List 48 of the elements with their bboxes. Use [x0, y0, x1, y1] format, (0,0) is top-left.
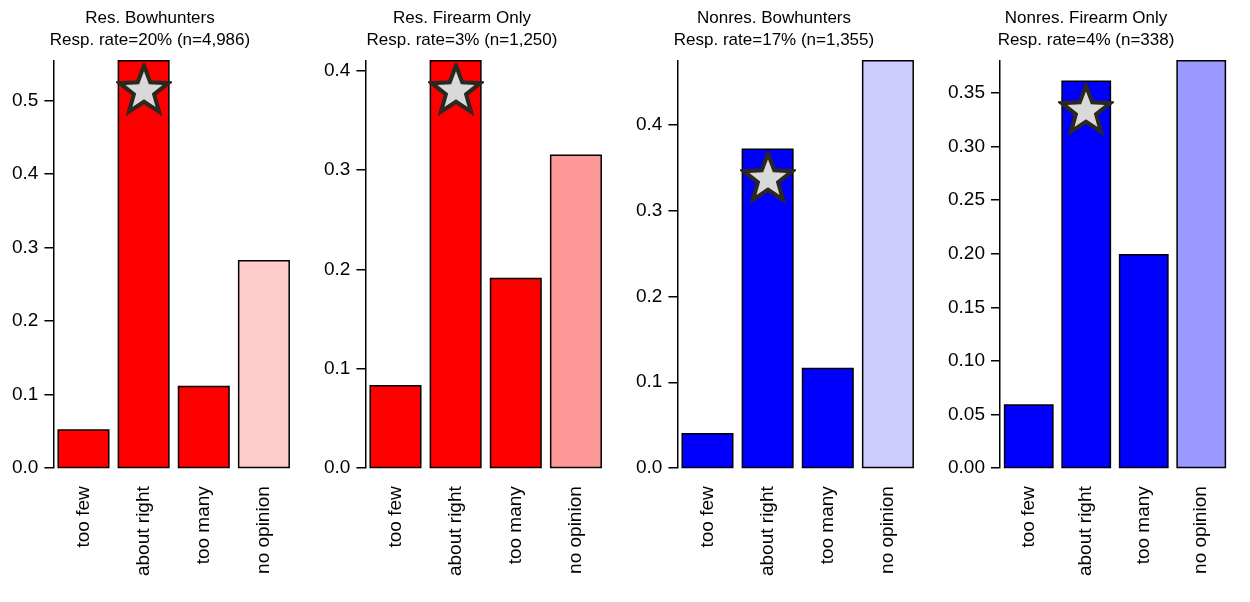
- chart-subtitle: Resp. rate=3% (n=1,250): [366, 30, 558, 50]
- y-tick-label: 0.10: [948, 349, 985, 371]
- x-tick-label: too few: [1016, 485, 1038, 548]
- y-tick-label: 0.1: [11, 382, 39, 404]
- y-tick-label: 0.30: [948, 134, 985, 156]
- chart-title: Res. Firearm Only: [393, 7, 532, 27]
- x-tick-label: no opinion: [564, 486, 586, 574]
- y-tick-label: 0.1: [635, 370, 663, 392]
- y-tick-label: 0.2: [323, 257, 351, 279]
- x-tick-label: too many: [504, 485, 526, 565]
- y-tick-label: 0.0: [635, 456, 663, 478]
- x-tick-label: about right: [1074, 485, 1096, 577]
- x-tick-label: too few: [383, 485, 405, 548]
- y-tick-label: 0.4: [11, 162, 39, 184]
- chart-subtitle: Resp. rate=4% (n=338): [997, 30, 1175, 50]
- y-tick-label: 0.1: [323, 357, 351, 379]
- x-tick-label: too many: [816, 485, 838, 565]
- y-tick-label: 0.15: [948, 295, 985, 317]
- y-tick-label: 0.35: [948, 81, 985, 103]
- y-tick-label: 0.3: [635, 198, 663, 220]
- y-tick-label: 0.3: [323, 158, 351, 180]
- chart-title: Nonres. Firearm Only: [1004, 7, 1168, 27]
- y-tick-label: 0.0: [323, 456, 351, 478]
- y-tick-label: 0.4: [323, 58, 351, 80]
- chart-title: Res. Bowhunters: [85, 7, 215, 27]
- x-tick-label: too many: [192, 485, 214, 565]
- x-tick-label: too many: [1131, 485, 1153, 565]
- y-tick-label: 0.0: [11, 456, 39, 478]
- y-tick-label: 0.2: [635, 284, 663, 306]
- y-tick-label: 0.25: [948, 188, 985, 210]
- y-tick-label: 0.05: [948, 402, 985, 424]
- chart-subtitle: Resp. rate=17% (n=1,355): [673, 30, 875, 50]
- x-tick-label: no opinion: [876, 486, 898, 574]
- y-tick-label: 0.20: [948, 242, 985, 264]
- y-tick-label: 0.2: [11, 309, 39, 331]
- x-tick-label: too few: [71, 485, 93, 548]
- x-tick-label: too few: [695, 485, 717, 548]
- x-tick-label: no opinion: [252, 486, 274, 574]
- x-tick-label: about right: [131, 485, 153, 577]
- y-tick-label: 0.3: [11, 235, 39, 257]
- y-tick-label: 0.4: [635, 112, 663, 134]
- x-tick-label: no opinion: [1189, 486, 1211, 574]
- chart-subtitle: Resp. rate=20% (n=4,986): [49, 30, 251, 50]
- y-tick-label: 0.5: [11, 88, 39, 110]
- y-tick-label: 0.00: [948, 456, 985, 478]
- chart-title: Nonres. Bowhunters: [696, 7, 852, 27]
- x-tick-label: about right: [443, 485, 465, 577]
- x-tick-label: about right: [755, 485, 777, 577]
